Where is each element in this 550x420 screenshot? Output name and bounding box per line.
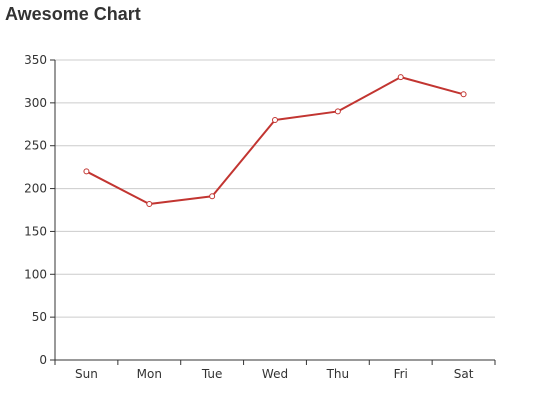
data-point bbox=[397, 74, 404, 81]
data-point bbox=[334, 108, 341, 115]
x-tick-label: Wed bbox=[262, 367, 288, 381]
y-tick-label: 150 bbox=[24, 224, 47, 238]
x-tick-label: Mon bbox=[137, 367, 162, 381]
y-tick-label: 0 bbox=[39, 353, 47, 367]
y-tick-label: 50 bbox=[32, 310, 47, 324]
x-axis: Sun Mon Tue Wed Thu Fri Sat bbox=[54, 359, 496, 381]
x-tick-label: Sun bbox=[75, 367, 98, 381]
y-tick-label: 250 bbox=[24, 139, 47, 153]
x-tick-label: Tue bbox=[201, 367, 223, 381]
x-tick-label: Sat bbox=[454, 367, 474, 381]
y-tick-label: 350 bbox=[24, 53, 47, 67]
y-tick-label: 100 bbox=[24, 267, 47, 281]
data-point bbox=[460, 91, 467, 98]
data-point bbox=[83, 168, 90, 175]
y-axis: 0 50 100 150 200 250 300 350 bbox=[24, 53, 56, 367]
series bbox=[83, 74, 467, 207]
data-point bbox=[209, 193, 216, 200]
grid-lines bbox=[55, 59, 495, 318]
y-tick-label: 300 bbox=[24, 96, 47, 110]
series-line bbox=[85, 76, 464, 205]
x-tick-label: Thu bbox=[326, 367, 350, 381]
data-point bbox=[146, 201, 153, 207]
data-point bbox=[272, 117, 278, 123]
x-tick-label: Fri bbox=[394, 367, 408, 381]
y-tick-label: 200 bbox=[24, 182, 47, 196]
chart-title: Awesome Chart bbox=[5, 4, 141, 24]
